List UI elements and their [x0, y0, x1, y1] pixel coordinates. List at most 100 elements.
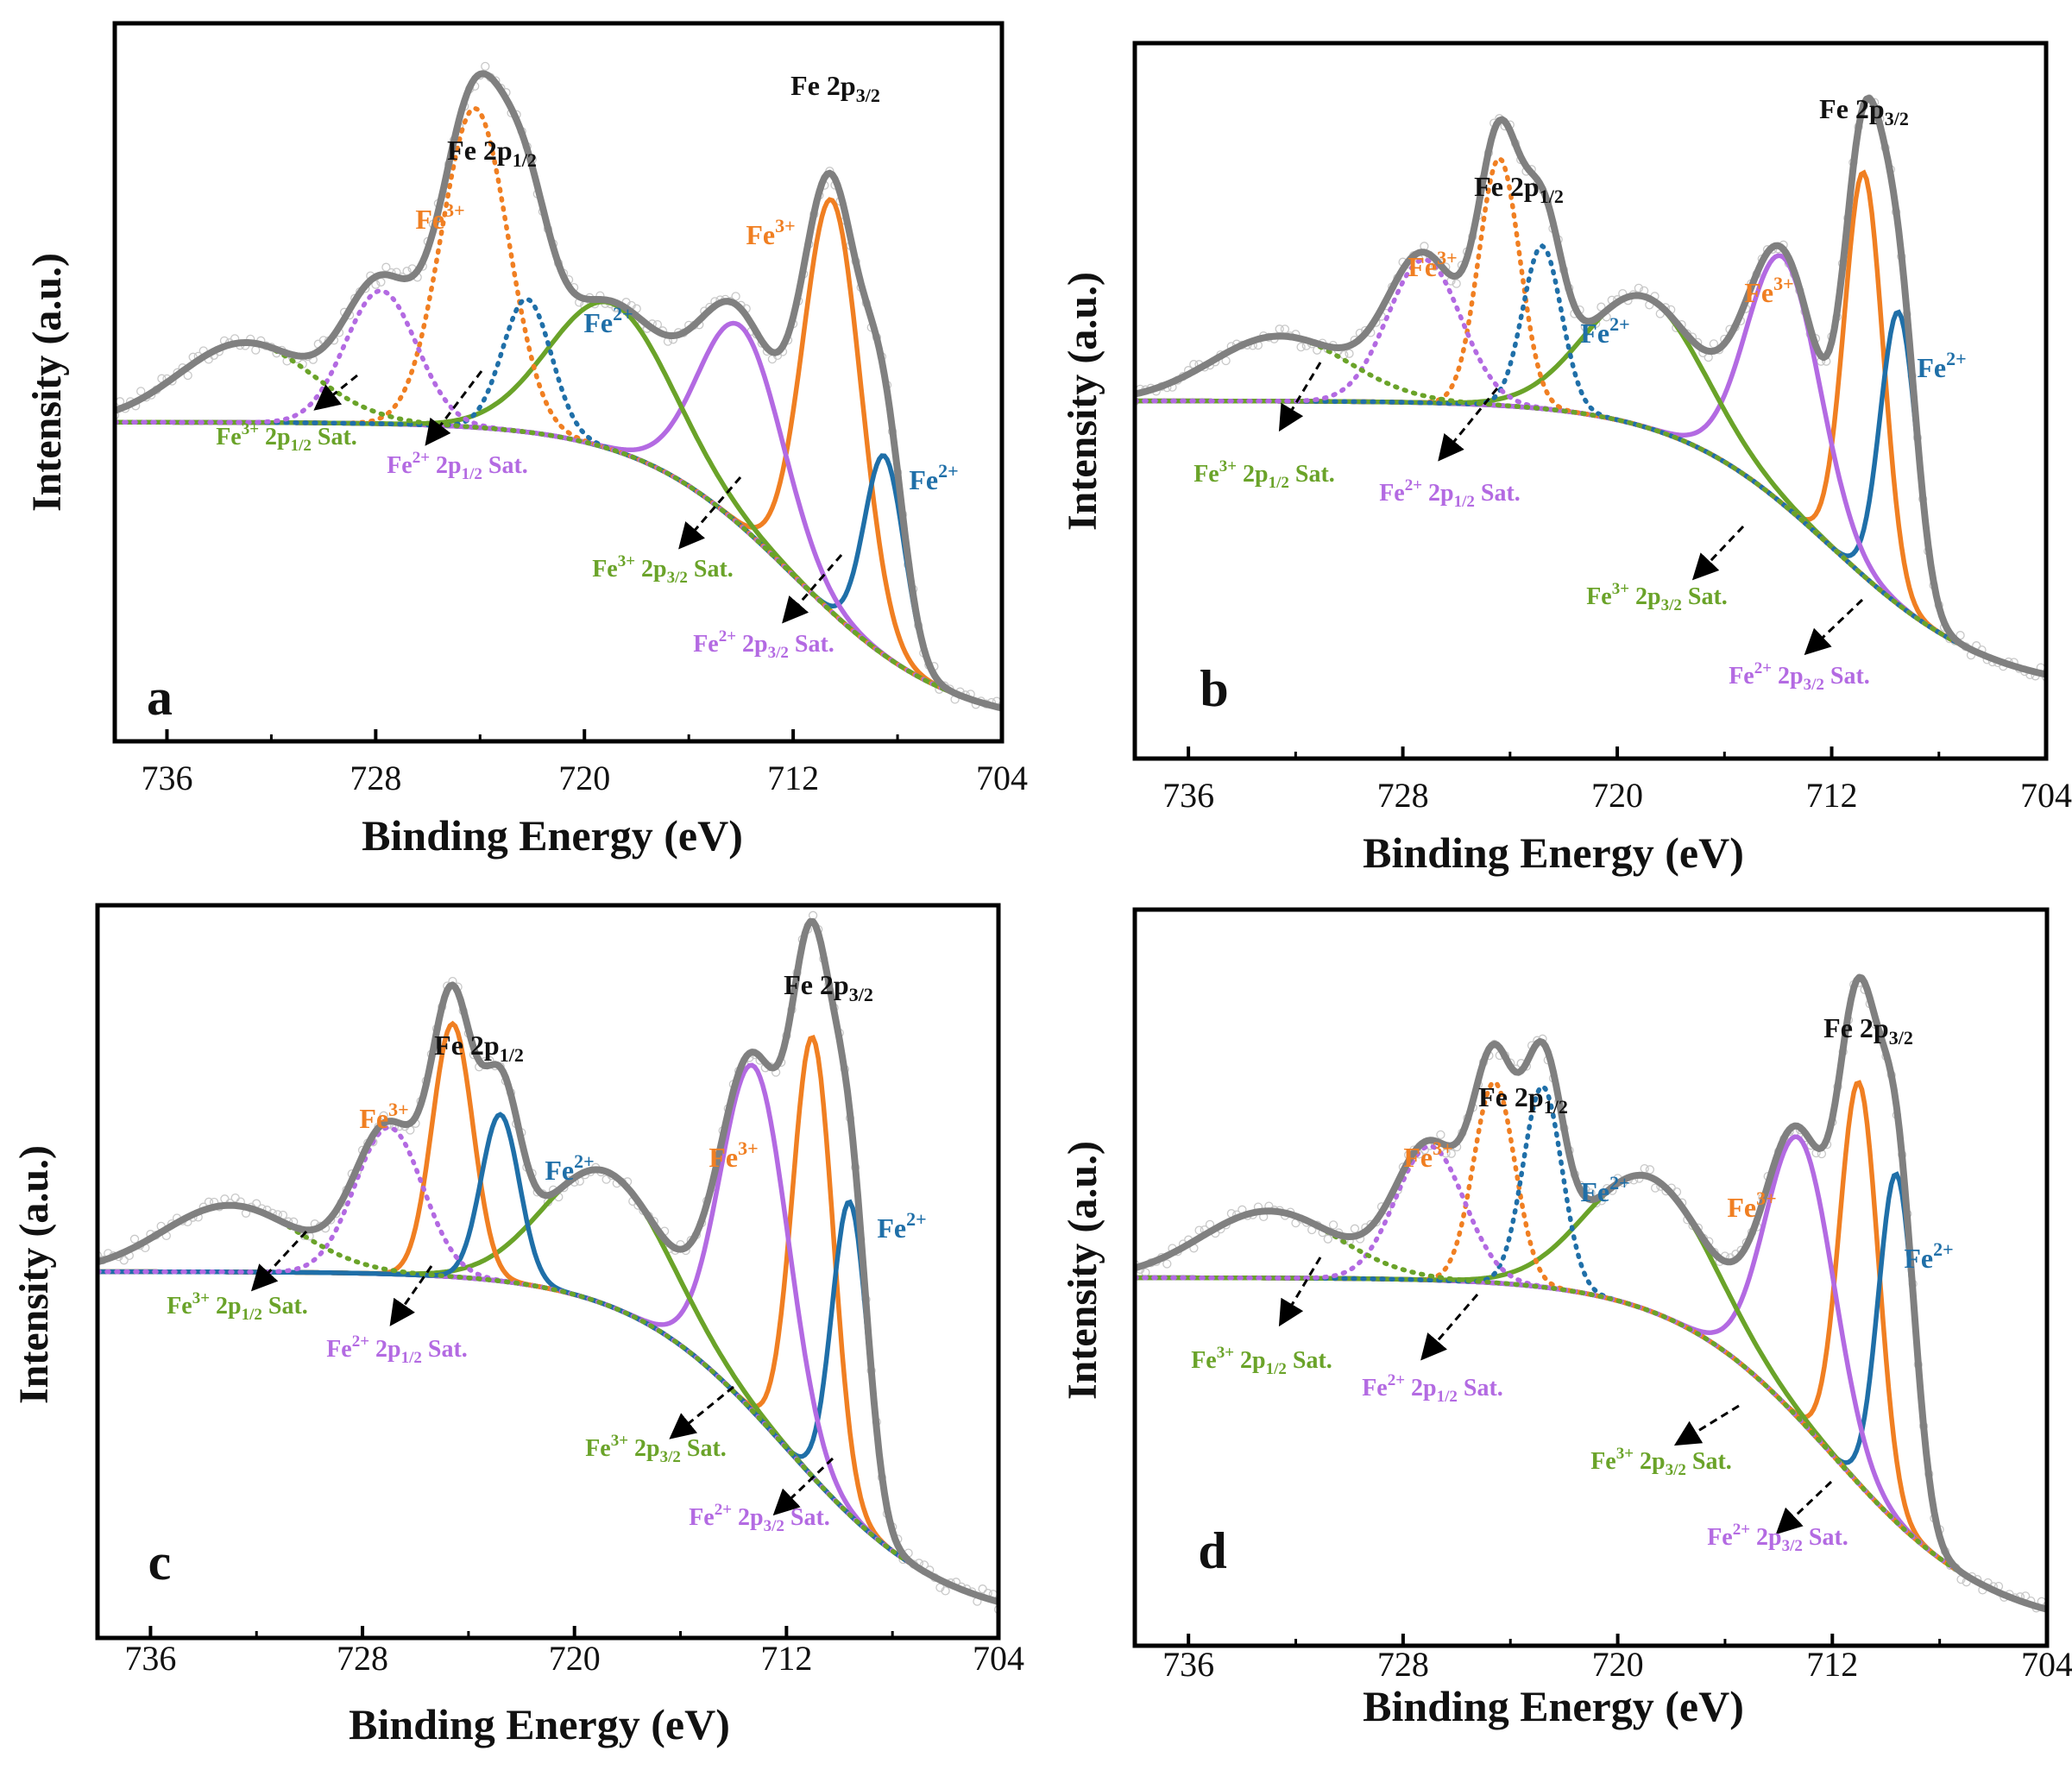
sat-label-fe2-3-2-sat: Fe2+ 2p3/2 Sat. — [1729, 659, 1870, 694]
peak-label-fe3-3-2: Fe3+ — [1744, 273, 1793, 308]
panel-letter: c — [148, 1534, 172, 1590]
peak-label-fe2-1-2: Fe2+ — [1580, 313, 1629, 349]
x-tick-label: 736 — [124, 1639, 176, 1678]
x-axis-label: Binding Energy (eV) — [1363, 1682, 1744, 1730]
x-tick-label: 728 — [337, 1639, 388, 1678]
raw-data-point — [1339, 350, 1349, 360]
sat-label-fe3-3-2-sat: Fe3+ 2p3/2 Sat. — [592, 552, 734, 587]
xps-chart-d: 736 728 720 712 704 Binding Energy (eV) Intens… — [1060, 907, 2072, 1730]
xps-chart-c: 736 728 720 712 704 Binding Energy (eV) Intens… — [11, 903, 1024, 1748]
sat-arrow — [678, 476, 742, 550]
xps-chart-a: 736 728 720 712 704 Binding Energy (eV) Intens… — [24, 21, 1028, 860]
sat-label-fe2-3-2-sat: Fe2+ 2p3/2 Sat. — [1707, 1521, 1848, 1555]
panel-letter: d — [1198, 1522, 1226, 1579]
sat-label-fe3-1-2-sat: Fe3+ 2p1/2 Sat. — [1191, 1344, 1332, 1378]
x-axis-label: Binding Energy (eV) — [1363, 828, 1744, 877]
sat-label-fe3-3-2-sat: Fe3+ 2p3/2 Sat. — [1586, 580, 1728, 614]
x-tick-label: 728 — [350, 759, 401, 797]
raw-data-point — [1640, 1163, 1649, 1174]
sat-label-fe2-1-2-sat: Fe2+ 2p1/2 Sat. — [1379, 476, 1521, 511]
peak-label-fe2-3-2: Fe2+ — [877, 1208, 926, 1244]
sat-arrow — [782, 554, 843, 624]
x-tick-label: 712 — [1806, 776, 1858, 815]
panel-c: 736 728 720 712 704 Binding Energy (eV) Intens… — [0, 882, 1036, 1766]
raw-data-points-a — [115, 61, 1002, 710]
x-tick-label: 736 — [1162, 1645, 1214, 1684]
peak-label-main-3-2: Fe 2p3/2 — [790, 70, 880, 106]
sat-label-fe2-3-2-sat: Fe2+ 2p3/2 Sat. — [693, 627, 834, 662]
x-tick-label: 720 — [1591, 776, 1643, 815]
raw-data-point — [1350, 1224, 1360, 1233]
peak-label-main-1-2: Fe 2p1/2 — [1474, 171, 1564, 207]
x-tick-label: 736 — [1162, 776, 1214, 815]
peak-label-main-1-2: Fe 2p1/2 — [434, 1030, 524, 1066]
panel-a: 736 728 720 712 704 Binding Energy (eV) Intens… — [0, 0, 1036, 882]
envelope-line — [1135, 94, 2046, 678]
x-tick-label: 712 — [1806, 1645, 1858, 1684]
raw-data-point — [115, 411, 120, 420]
plot-frame — [1132, 907, 2050, 1648]
x-tick-label: 704 — [2020, 776, 2072, 815]
component-fe3-2p3-2 — [115, 197, 1002, 711]
sat-arrow — [669, 1385, 734, 1439]
panel-b: 736 728 720 712 704 Binding Energy (eV) Intens… — [1036, 0, 2072, 882]
sat-arrow — [1673, 1404, 1740, 1446]
peak-label-fe2-3-2: Fe2+ — [1917, 348, 1966, 383]
raw-data-point — [601, 1175, 611, 1184]
raw-data-point — [1436, 1130, 1445, 1140]
sat-label-fe3-1-2-sat: Fe3+ 2p1/2 Sat. — [167, 1289, 308, 1324]
peak-label-fe2-1-2: Fe2+ — [583, 303, 633, 338]
sat-arrow — [1775, 1480, 1833, 1535]
peak-label-fe3-3-2: Fe3+ — [709, 1137, 758, 1173]
peak-label-main-3-2: Fe 2p3/2 — [1819, 93, 1909, 129]
peak-label-main-1-2: Fe 2p1/2 — [1478, 1081, 1568, 1118]
x-tick-label: 704 — [2021, 1645, 2072, 1684]
y-axis-label: Intensity (a.u.) — [11, 1145, 57, 1404]
sat-arrow — [1278, 1257, 1322, 1327]
raw-data-point — [941, 1586, 950, 1596]
y-axis-label: Intensity (a.u.) — [1060, 272, 1105, 531]
x-tick-label: 704 — [976, 759, 1028, 797]
sat-label-fe2-3-2-sat: Fe2+ 2p3/2 Sat. — [689, 1501, 830, 1535]
sat-label-fe3-1-2-sat: Fe3+ 2p1/2 Sat. — [216, 420, 357, 455]
sat-label-fe2-1-2-sat: Fe2+ 2p1/2 Sat. — [387, 449, 528, 483]
raw-data-point — [1446, 1149, 1456, 1158]
x-tick-label: 720 — [549, 1639, 601, 1678]
raw-data-point — [1323, 1234, 1332, 1244]
x-axis-label: Binding Energy (eV) — [349, 1700, 730, 1748]
sat-arrow — [1438, 387, 1499, 462]
x-tick-label: 728 — [1377, 776, 1429, 815]
raw-data-point — [731, 292, 740, 301]
component-fe3-2p1-2-sat- — [115, 340, 1002, 711]
peak-label-main-1-2: Fe 2p1/2 — [447, 135, 537, 171]
peak-label-fe2-3-2: Fe2+ — [909, 460, 958, 495]
envelope-line — [98, 917, 998, 1605]
plot-frame — [95, 903, 1001, 1641]
sat-arrow — [389, 1265, 433, 1326]
raw-data-point — [1280, 324, 1290, 334]
raw-data-point — [129, 1234, 140, 1244]
x-axis-label: Binding Energy (eV) — [362, 811, 743, 860]
raw-data-point — [1296, 342, 1306, 352]
peak-label-main-3-2: Fe 2p3/2 — [1823, 1012, 1913, 1049]
peak-label-fe3-1-2: Fe3+ — [1408, 247, 1457, 282]
sat-arrow — [425, 370, 483, 446]
sat-arrow — [1278, 362, 1322, 432]
x-tick-label: 736 — [141, 759, 192, 797]
raw-data-point — [230, 1193, 240, 1203]
raw-data-point — [1645, 1165, 1655, 1175]
peak-label-fe3-1-2: Fe3+ — [359, 1099, 408, 1134]
x-tick-label: 712 — [760, 1639, 812, 1678]
sat-arrow — [1691, 525, 1745, 581]
peak-label-fe3-3-2: Fe3+ — [1727, 1187, 1776, 1223]
sat-arrow — [313, 374, 358, 411]
plot-frame — [112, 21, 1005, 744]
raw-data-point — [1452, 279, 1461, 288]
panel-letter: b — [1200, 660, 1228, 717]
panel-d: 736 728 720 712 704 Binding Energy (eV) Intens… — [1036, 882, 2072, 1766]
raw-data-point — [1634, 283, 1644, 293]
raw-data-point — [1650, 1183, 1660, 1193]
envelope-line — [1135, 973, 2047, 1613]
plot-area-a — [115, 61, 1002, 712]
raw-data-point — [1328, 1220, 1338, 1230]
